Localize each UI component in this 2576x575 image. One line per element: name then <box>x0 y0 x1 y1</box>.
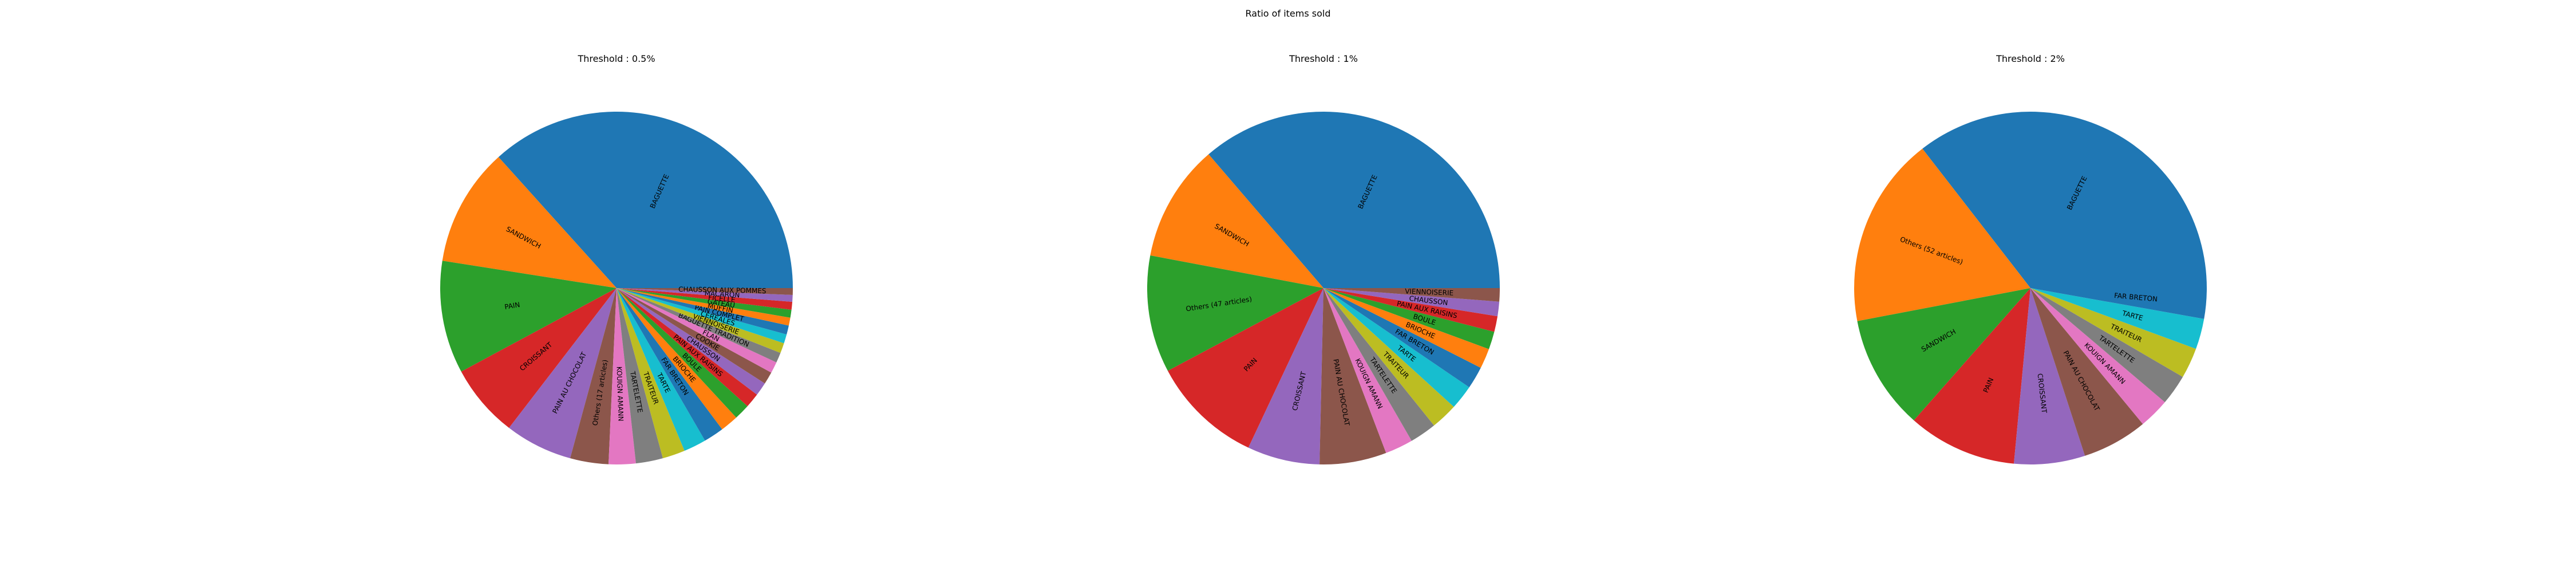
pie-slice <box>617 288 748 418</box>
pie-slice <box>1323 288 1500 302</box>
pie-slice <box>1323 288 1500 317</box>
pie-slice <box>617 288 737 430</box>
pie-slice <box>1150 154 1323 288</box>
pie-slice <box>617 288 793 310</box>
pie-slice <box>2030 288 2165 424</box>
pie-slice <box>617 288 793 295</box>
pie-slice <box>617 288 705 451</box>
pie-slice <box>617 288 791 326</box>
pie-slice <box>617 288 793 302</box>
pie-slice <box>617 288 722 441</box>
pie-slice <box>617 288 772 384</box>
pie-chart-1: Threshold : 0.5%BAGUETTESANDWICHPAINCROI… <box>440 53 793 464</box>
pie-slice <box>2030 288 2183 403</box>
slice-label: VIENNOISERIE <box>1405 287 1453 297</box>
pie-slice <box>617 288 765 395</box>
pie-title: Threshold : 0.5% <box>577 53 655 64</box>
pie-slice <box>570 288 617 464</box>
pie-slice <box>617 288 777 373</box>
pie-slice <box>1323 288 1469 407</box>
pie-slice <box>1323 288 1435 441</box>
pie-slice <box>609 288 636 464</box>
pie-slice <box>1914 288 2030 464</box>
pie-slice <box>2030 288 2204 349</box>
pie-slice <box>1323 288 1481 388</box>
pie-slice <box>509 288 617 459</box>
pie-slice <box>617 288 787 344</box>
pie-slice <box>1323 288 1495 349</box>
pie-slice <box>1323 288 1498 332</box>
pie-slice <box>1208 112 1500 289</box>
slice-label: FAR BRETON <box>2114 292 2158 304</box>
pie-slice <box>1857 288 2030 421</box>
slice-label: CHAUSSON AUX POMMES <box>678 285 767 295</box>
pie-slice <box>617 288 663 464</box>
figure-title: Ratio of items sold <box>1245 8 1331 19</box>
pie-slice <box>2030 288 2207 319</box>
pie-slice <box>440 261 617 372</box>
pie-slice <box>1323 288 1454 426</box>
pie-slice <box>617 288 789 334</box>
pie-slice <box>617 288 781 363</box>
pie-slice <box>617 288 757 407</box>
pie-title: Threshold : 1% <box>1289 53 1358 64</box>
pie-slice <box>2030 288 2143 456</box>
pie-slice <box>617 288 792 318</box>
pie-slice <box>2014 288 2085 464</box>
pie-slice <box>442 157 617 288</box>
pie-title: Threshold : 2% <box>1996 53 2065 64</box>
pie-slice <box>2030 288 2196 377</box>
pie-slice <box>1323 288 1412 453</box>
pie-slice <box>617 288 685 459</box>
pie-slice <box>617 288 784 353</box>
pie-slice <box>1167 288 1323 448</box>
slice-label: KOUIGN AMANN <box>615 367 625 422</box>
pie-slice <box>461 288 617 428</box>
pie-slice <box>1323 288 1489 368</box>
pie-slice <box>1922 111 2207 288</box>
pie-slice <box>1248 288 1323 464</box>
pie-slice <box>1319 288 1386 464</box>
pie-slice <box>1854 148 2030 321</box>
pie-slice <box>498 112 793 289</box>
slice-label: PAIN <box>504 301 520 311</box>
pie-slice <box>1147 255 1323 371</box>
